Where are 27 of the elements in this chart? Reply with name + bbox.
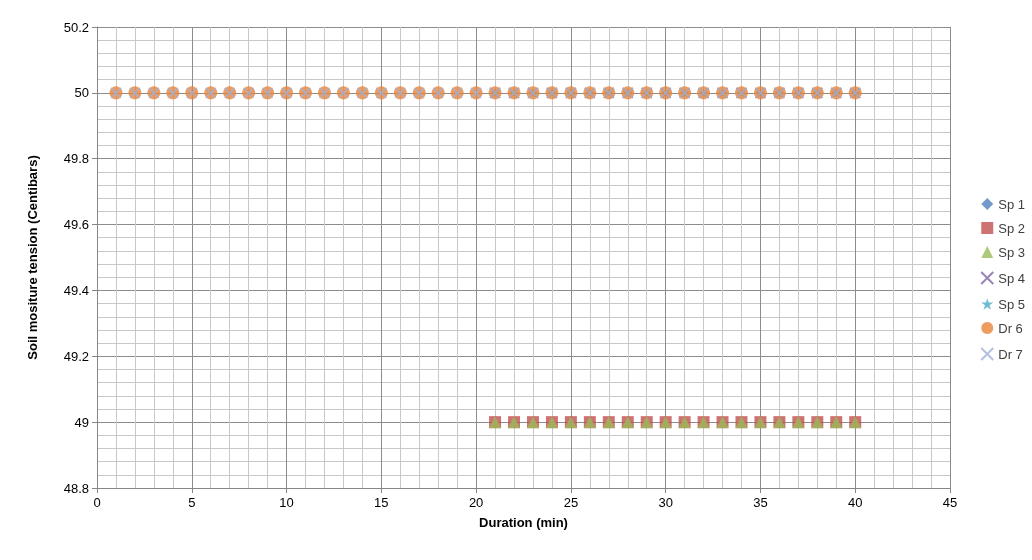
y-tick-label: 50: [74, 85, 89, 101]
y-tick-label: 49.2: [63, 348, 89, 364]
y-tick-label: 49.6: [63, 217, 89, 233]
legend-label: Sp 4: [998, 270, 1026, 286]
y-tick-label: 49: [74, 414, 89, 430]
x-tick-label: 40: [847, 495, 863, 510]
legend-label: Sp 2: [998, 220, 1026, 236]
x-tick-label: 10: [279, 495, 294, 510]
x-tick-label: 30: [658, 495, 673, 510]
x-tick-label: 25: [563, 495, 579, 510]
y-tick-label: 48.8: [63, 480, 89, 496]
x-tick-label: 15: [374, 495, 389, 510]
x-tick-label: 35: [753, 495, 768, 510]
x-tick-label: 45: [942, 495, 958, 510]
x-tick-label: 5: [188, 495, 196, 510]
y-tick-label: 50.2: [63, 19, 89, 35]
legend-label: Dr 6: [998, 320, 1023, 336]
legend-label: Sp 5: [998, 296, 1026, 312]
y-axis-title: Soil mositure tension (Centibars): [25, 155, 40, 360]
x-tick-label: 20: [468, 495, 484, 510]
x-axis-title: Duration (min): [479, 515, 568, 530]
x-tick-label: 0: [93, 495, 101, 510]
y-tick-label: 49.4: [63, 282, 89, 298]
legend-label: Sp 1: [998, 196, 1026, 212]
legend-label: Dr 7: [998, 346, 1023, 362]
y-tick-label: 49.8: [63, 151, 89, 167]
legend-label: Sp 3: [998, 244, 1026, 260]
